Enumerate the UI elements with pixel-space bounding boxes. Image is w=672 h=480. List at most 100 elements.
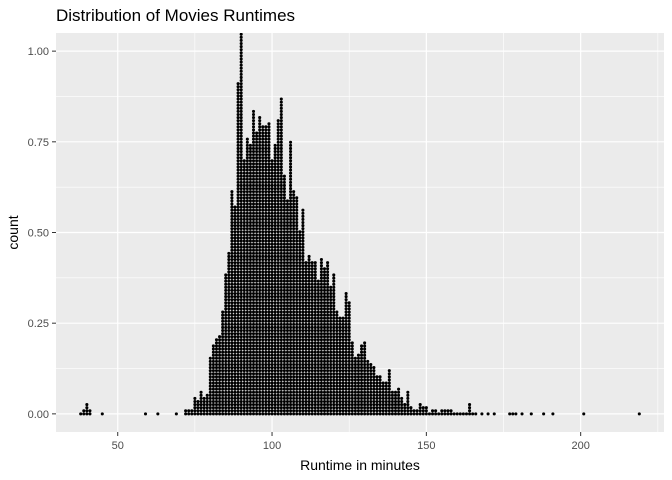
dot <box>292 224 296 228</box>
dot <box>282 316 286 320</box>
dot <box>273 187 277 191</box>
dot <box>273 214 277 218</box>
dot <box>335 341 339 345</box>
dot <box>304 282 308 286</box>
dot <box>276 196 280 200</box>
dot <box>353 362 357 367</box>
dot <box>270 359 274 363</box>
dot <box>245 180 249 184</box>
dot <box>276 390 280 394</box>
dot <box>341 359 345 363</box>
dot <box>261 267 265 271</box>
dot <box>230 196 234 200</box>
dot <box>304 328 308 333</box>
dot <box>292 276 296 280</box>
dot <box>289 159 293 163</box>
dot <box>267 273 271 277</box>
dot <box>251 183 256 188</box>
dot <box>338 362 342 367</box>
dot <box>267 325 271 329</box>
dot <box>353 390 357 394</box>
dot <box>292 220 296 225</box>
dot <box>304 316 308 320</box>
dot <box>258 224 262 228</box>
dot <box>258 359 262 363</box>
dot <box>310 310 314 314</box>
dot <box>230 403 234 407</box>
dot <box>264 362 268 367</box>
dot <box>267 350 271 354</box>
dot <box>273 409 277 413</box>
dot <box>329 390 333 394</box>
dot <box>292 338 296 342</box>
dot <box>282 313 286 317</box>
dot <box>236 82 240 86</box>
dot <box>313 301 317 305</box>
dot <box>258 328 262 333</box>
dot <box>292 242 296 246</box>
dot <box>273 273 277 277</box>
dot <box>261 156 265 160</box>
dot <box>347 387 351 391</box>
dot <box>227 369 231 373</box>
dot <box>319 375 323 379</box>
dot <box>230 341 234 345</box>
dot <box>214 347 219 351</box>
dot <box>264 205 268 209</box>
dot <box>452 412 456 416</box>
dot <box>301 328 305 333</box>
dot <box>313 344 317 348</box>
dot <box>261 325 265 329</box>
dot <box>236 282 240 286</box>
dot <box>360 347 364 351</box>
dot <box>264 399 268 404</box>
dot <box>316 375 320 379</box>
dot <box>326 291 330 296</box>
dot <box>248 316 252 320</box>
dot <box>363 356 367 360</box>
dot <box>270 356 274 360</box>
dot <box>221 319 225 323</box>
dot <box>267 403 271 407</box>
dot <box>245 258 249 262</box>
dot <box>236 347 240 351</box>
dot <box>258 387 262 391</box>
dot <box>258 288 262 292</box>
dot <box>301 313 305 317</box>
dot <box>264 165 268 169</box>
dot <box>289 403 293 407</box>
dot <box>390 406 394 410</box>
dot <box>258 211 262 215</box>
dot <box>258 227 262 231</box>
dot <box>279 350 283 354</box>
dot <box>239 140 243 144</box>
dot <box>267 359 271 363</box>
dot <box>267 322 271 326</box>
dot <box>319 366 323 370</box>
dot <box>326 332 330 336</box>
dot <box>245 291 249 296</box>
dot <box>279 159 283 163</box>
dot <box>264 322 268 326</box>
dot <box>193 409 197 413</box>
dot <box>369 384 373 388</box>
dot <box>319 285 323 289</box>
dot <box>289 196 293 200</box>
dot <box>236 322 240 326</box>
dot <box>236 245 240 249</box>
dot <box>329 310 333 314</box>
dot <box>332 279 336 283</box>
dot <box>264 298 268 302</box>
dot <box>307 304 311 308</box>
dot <box>350 396 354 400</box>
dot <box>289 310 293 314</box>
dot <box>375 384 379 388</box>
dot <box>264 325 268 329</box>
dot <box>322 356 327 360</box>
dot <box>292 322 296 326</box>
dot <box>363 359 367 363</box>
dot <box>230 328 234 333</box>
dot <box>360 359 364 363</box>
dot <box>239 384 243 388</box>
dot <box>335 328 339 333</box>
